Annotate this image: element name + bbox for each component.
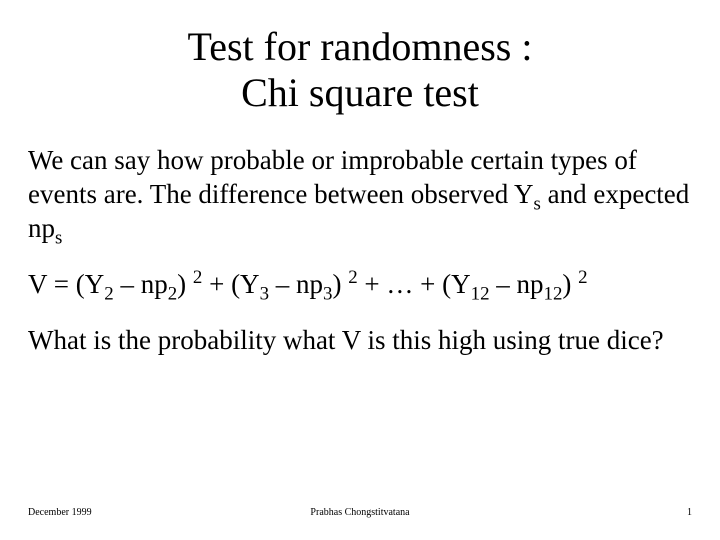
slide-title: Test for randomness : Chi square test (28, 24, 692, 116)
title-line-1: Test for randomness : (188, 24, 533, 69)
f-s3: 3 (260, 284, 269, 305)
f-t7: – np (490, 269, 544, 299)
slide-footer: December 1999 Prabhas Chongstitvatana 1 (28, 507, 692, 518)
paragraph-1: We can say how probable or improbable ce… (28, 144, 692, 245)
f-t1: – np (114, 269, 168, 299)
f-e3: 2 (578, 267, 587, 288)
title-line-2: Chi square test (241, 70, 479, 115)
footer-author: Prabhas Chongstitvatana (310, 507, 409, 518)
para1-sub-2: s (55, 227, 62, 248)
f-lead: V = (Y (28, 269, 104, 299)
paragraph-2: What is the probability what V is this h… (28, 324, 692, 358)
f-s5: 12 (471, 284, 490, 305)
f-t4: – np (269, 269, 323, 299)
f-t5: ) (332, 269, 348, 299)
f-s2: 2 (168, 284, 177, 305)
formula-v: V = (Y2 – np2) 2 + (Y3 – np3) 2 + … + (Y… (28, 267, 692, 302)
f-s1: 2 (104, 284, 113, 305)
f-e2: 2 (348, 267, 357, 288)
para1-sub-1: s (534, 193, 541, 214)
f-t8: ) (562, 269, 578, 299)
footer-page-number: 1 (687, 507, 692, 518)
footer-date: December 1999 (28, 507, 92, 518)
f-t6: + … + (Y (358, 269, 471, 299)
f-t2: ) (177, 269, 193, 299)
f-t3: + (Y (202, 269, 259, 299)
slide: Test for randomness : Chi square test We… (0, 0, 720, 540)
f-s6: 12 (544, 284, 563, 305)
f-e1: 2 (193, 267, 202, 288)
